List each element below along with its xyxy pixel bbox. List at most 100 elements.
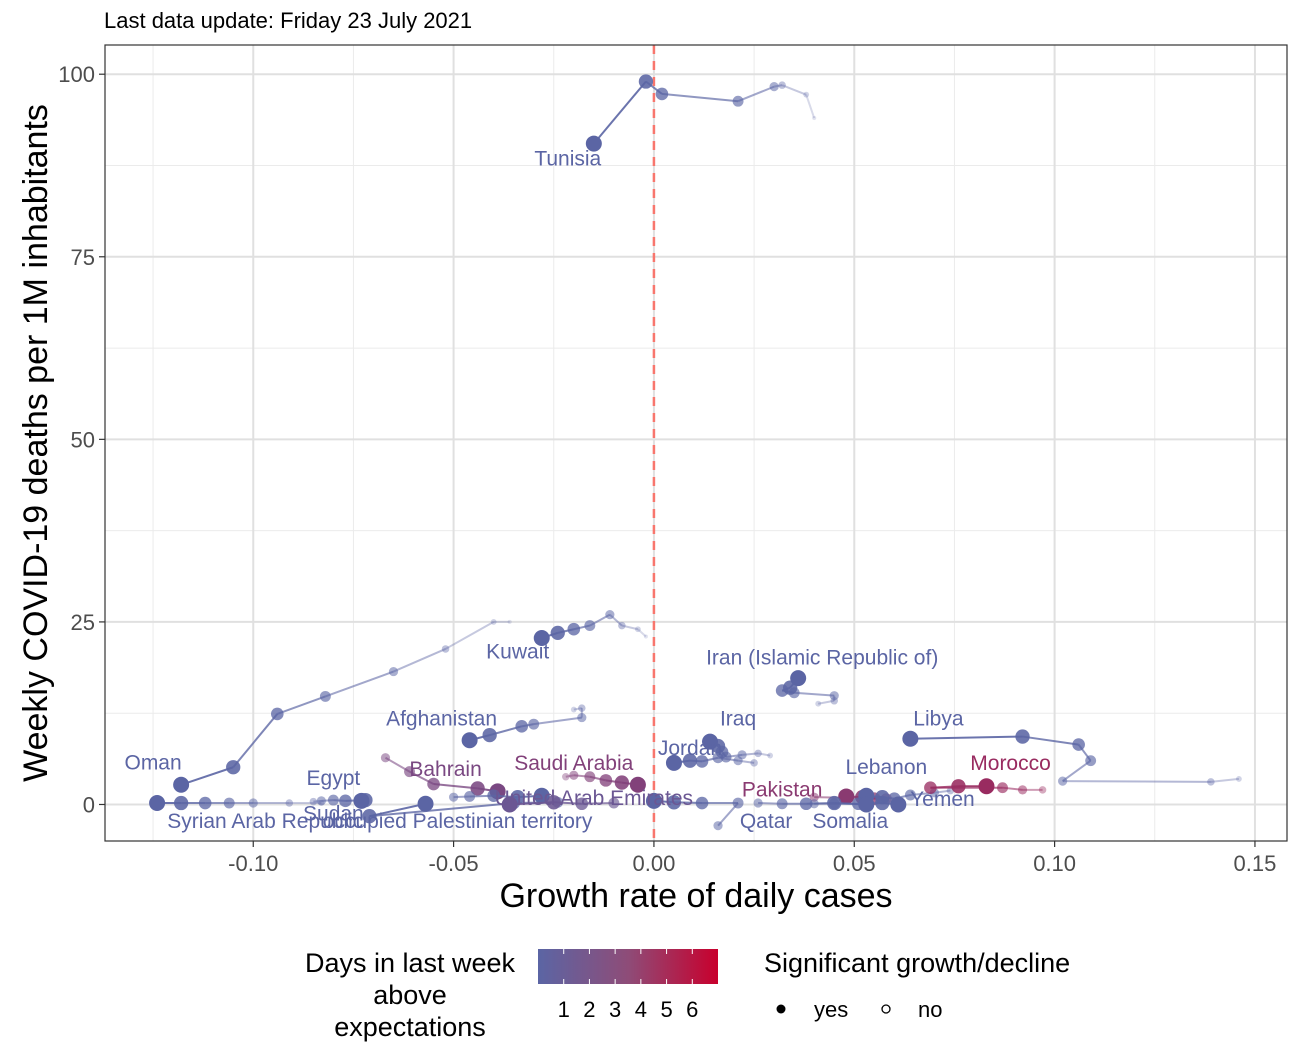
data-point — [682, 753, 698, 768]
series-iraq — [702, 733, 774, 763]
data-point — [577, 712, 587, 723]
data-point — [173, 776, 190, 793]
data-point — [1017, 785, 1028, 795]
data-point — [618, 621, 626, 630]
color-legend-label: 4 — [635, 997, 647, 1022]
country-label-iran-islamic-republic-of: Iran (Islamic Republic of) — [706, 646, 938, 669]
country-label-jordan: Jordan — [658, 737, 722, 760]
data-point — [643, 634, 648, 639]
country-label-united-arab-emirates: United Arab Emirates — [495, 787, 693, 810]
country-label-saudi-arabia: Saudi Arabia — [514, 752, 633, 775]
data-point — [149, 795, 166, 812]
data-point — [353, 792, 370, 809]
data-point — [427, 777, 440, 791]
trail-segment — [445, 621, 495, 650]
data-point — [585, 135, 602, 152]
data-point — [695, 796, 709, 810]
country-label-iraq: Iraq — [720, 708, 756, 731]
data-point — [490, 619, 497, 625]
data-point — [448, 792, 459, 802]
color-legend-label: 2 — [583, 997, 595, 1022]
data-point — [441, 645, 450, 653]
data-point — [829, 691, 839, 701]
color-legend-label: 6 — [686, 997, 698, 1022]
trail-segment — [593, 80, 647, 145]
data-point — [827, 795, 842, 811]
data-point — [629, 776, 646, 793]
series-morocco — [924, 778, 1047, 795]
data-point — [515, 720, 529, 733]
country-label-sudan: Sudan — [303, 803, 364, 826]
color-legend-title-line-1: Days in last week — [305, 948, 516, 978]
data-point — [803, 91, 810, 98]
data-point — [951, 779, 966, 794]
data-point — [924, 781, 937, 794]
country-label-syrian-arab-republic: Syrian Arab Republic — [167, 810, 363, 833]
shape-legend-yes-key — [776, 1004, 786, 1014]
series-somalia — [753, 795, 875, 813]
data-point — [562, 772, 570, 781]
data-point — [978, 778, 995, 795]
trail-segment — [573, 707, 582, 711]
data-point — [809, 792, 819, 802]
trail-segment — [369, 802, 426, 818]
data-point — [799, 797, 813, 811]
data-point — [753, 798, 763, 808]
country-label-oman: Oman — [124, 751, 181, 774]
data-point — [605, 610, 615, 620]
trail-segment — [805, 94, 816, 119]
data-point — [1207, 778, 1215, 786]
trail-segment — [794, 691, 835, 697]
shape-legend: Significant growth/decline yes no — [764, 948, 1070, 1022]
data-point — [733, 756, 743, 766]
y-axis-title: Weekly COVID-19 deaths per 1M inhabitant… — [17, 104, 55, 782]
country-label-tunisia: Tunisia — [534, 147, 601, 170]
data-point — [550, 625, 565, 641]
x-tick-label: 0.00 — [633, 851, 676, 876]
data-point — [638, 74, 654, 89]
data-point — [388, 666, 399, 677]
data-point — [327, 794, 339, 806]
x-tick-label: 0.10 — [1033, 851, 1076, 876]
country-label-bahrain: Bahrain — [409, 758, 481, 781]
data-point — [226, 760, 241, 775]
y-tick-label: 50 — [71, 427, 95, 452]
series-united-arab-emirates — [501, 795, 620, 813]
plot-panel-border — [104, 44, 1288, 842]
data-point — [569, 770, 579, 780]
color-legend-label: 5 — [660, 997, 672, 1022]
trail-segment — [180, 766, 234, 786]
data-point — [482, 727, 497, 743]
series-saudi-arabia — [562, 770, 646, 793]
trail-segment — [637, 628, 647, 638]
y-tick-label: 75 — [71, 245, 95, 270]
series-layer — [149, 74, 1242, 831]
data-point — [584, 620, 596, 632]
data-point — [546, 795, 561, 810]
trail-segment — [661, 92, 739, 103]
data-point — [1058, 776, 1068, 786]
data-point — [584, 771, 596, 783]
data-point — [750, 759, 758, 767]
data-point — [318, 800, 325, 806]
data-point — [778, 81, 786, 89]
trail-segment — [757, 752, 771, 757]
data-point — [339, 794, 352, 808]
series-syrian-arab-republic — [149, 795, 325, 812]
data-point — [838, 788, 855, 805]
data-point — [902, 730, 919, 747]
data-point — [464, 791, 476, 802]
shape-legend-no-label: no — [918, 997, 942, 1022]
data-point — [665, 754, 682, 771]
trail-segment — [369, 802, 514, 818]
data-point — [417, 795, 434, 812]
data-point — [404, 766, 415, 778]
data-point — [507, 619, 512, 624]
data-point — [790, 670, 807, 687]
data-point — [614, 775, 630, 790]
data-point — [470, 781, 485, 796]
data-point — [695, 755, 709, 768]
data-point — [285, 799, 294, 807]
data-point — [223, 797, 235, 809]
